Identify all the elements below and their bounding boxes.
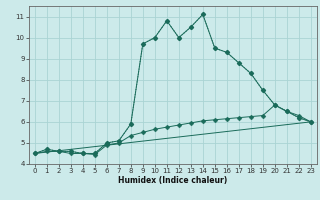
X-axis label: Humidex (Indice chaleur): Humidex (Indice chaleur) xyxy=(118,176,228,185)
